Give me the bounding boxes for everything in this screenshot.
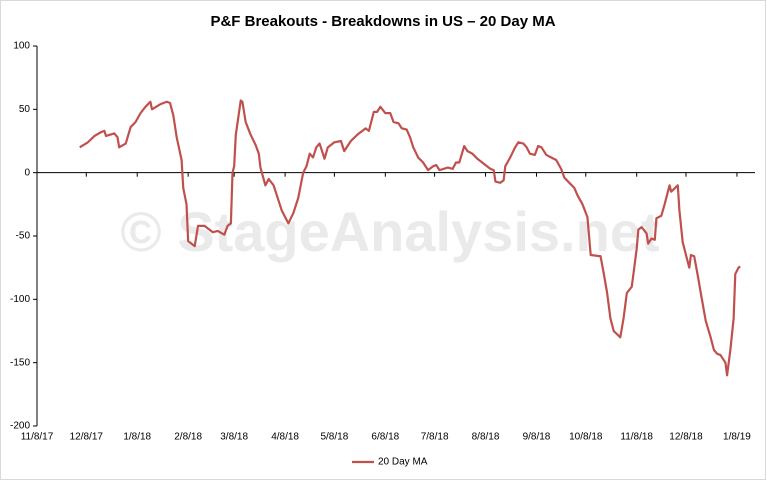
x-tick-label: 6/8/18 (371, 432, 399, 443)
x-tick-label: 11/8/18 (620, 432, 653, 443)
y-tick-label: 50 (19, 104, 31, 115)
x-tick-label: 12/8/17 (70, 432, 104, 443)
y-tick-label: 0 (24, 167, 30, 178)
x-tick-label: 2/8/18 (174, 432, 202, 443)
chart-title: P&F Breakouts - Breakdowns in US – 20 Da… (210, 13, 555, 30)
line (79, 99, 741, 377)
y-tick-label: -200 (10, 421, 30, 432)
legend-label: 20 Day MA (378, 457, 428, 468)
x-tick-label: 4/8/18 (271, 432, 299, 443)
watermark: © StageAnalysis.net (120, 200, 659, 263)
x-tick-label: 3/8/18 (220, 432, 248, 443)
x-tick-label: 9/8/18 (523, 432, 551, 443)
x-tick-label: 10/8/18 (569, 432, 603, 443)
y-tick-label: 100 (13, 41, 30, 52)
x-tick-label: 7/8/18 (421, 432, 449, 443)
y-tick-label: -50 (16, 231, 31, 242)
y-tick-label: -100 (10, 294, 30, 305)
x-tick-label: 1/8/19 (723, 432, 751, 443)
x-tick-label: 8/8/18 (472, 432, 500, 443)
x-tick-label: 1/8/18 (123, 432, 151, 443)
x-tick-label: 12/8/18 (669, 432, 703, 443)
x-tick-label: 5/8/18 (320, 432, 348, 443)
y-tick-label: -150 (10, 357, 30, 368)
x-tick-label: 11/8/17 (21, 432, 54, 443)
